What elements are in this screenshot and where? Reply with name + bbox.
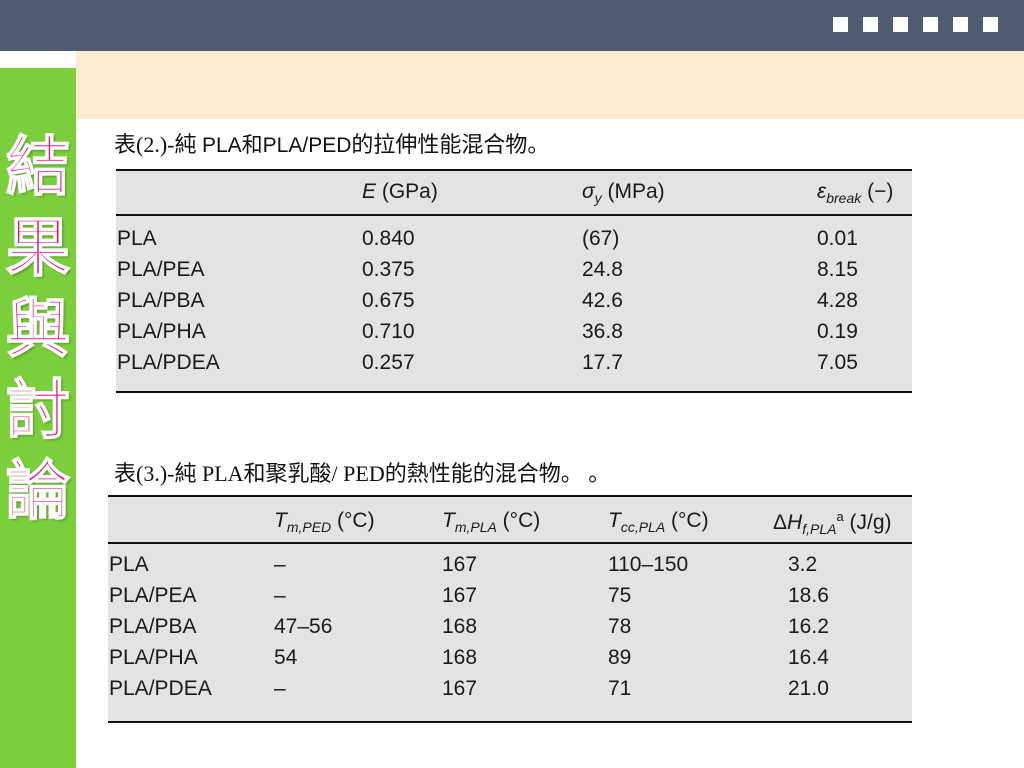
cell-tm-ped: 54 bbox=[274, 646, 297, 670]
cell-material: PLA bbox=[117, 227, 157, 251]
table-row: PLA/PHA 54 168 89 16.4 bbox=[108, 646, 912, 677]
cell-material: PLA/PEA bbox=[109, 584, 197, 608]
cell-tcc-pla: 71 bbox=[608, 677, 631, 701]
cell-tm-pla: 168 bbox=[442, 646, 477, 670]
cell-strain-break: 7.05 bbox=[817, 351, 858, 375]
table-row: PLA – 167 110–150 3.2 bbox=[108, 553, 912, 584]
cell-enthalpy: 16.2 bbox=[788, 615, 829, 639]
cell-enthalpy: 18.6 bbox=[788, 584, 829, 608]
header-tm-pla: Tm,PLA (°C) bbox=[442, 509, 540, 535]
cell-yield-stress: (67) bbox=[582, 227, 619, 251]
cell-enthalpy: 16.4 bbox=[788, 646, 829, 670]
cell-enthalpy: 21.0 bbox=[788, 677, 829, 701]
tensile-table: E (GPa) σy (MPa) εbreak (−) PLA 0.840 (67)… bbox=[116, 169, 912, 393]
caption-materials: PLA和PLA/PED bbox=[202, 134, 351, 157]
header-tcc-pla: Tcc,PLA (°C) bbox=[608, 509, 709, 535]
square-icon bbox=[863, 17, 878, 32]
cell-tm-ped: – bbox=[274, 584, 286, 608]
cell-material: PLA/PEA bbox=[117, 258, 205, 282]
cell-yield-stress: 17.7 bbox=[582, 351, 623, 375]
cell-tcc-pla: 110–150 bbox=[608, 553, 688, 577]
cell-modulus: 0.257 bbox=[362, 351, 415, 375]
table3-caption: 表(3.)-純 PLA和聚乳酸/ PED的熱性能的混合物。 。 bbox=[114, 456, 610, 488]
cell-modulus: 0.840 bbox=[362, 227, 415, 251]
header-band bbox=[76, 51, 1024, 119]
cell-material: PLA/PHA bbox=[117, 320, 206, 344]
cell-material: PLA/PDEA bbox=[109, 677, 212, 701]
title-char: 討 bbox=[0, 371, 76, 452]
table-row: PLA/PBA 47–56 168 78 16.2 bbox=[108, 615, 912, 646]
decorative-squares bbox=[833, 17, 998, 32]
cell-strain-break: 0.01 bbox=[817, 227, 858, 251]
title-char: 果 bbox=[0, 209, 76, 290]
header-tm-ped: Tm,PED (°C) bbox=[274, 509, 375, 535]
header-yield-stress: σy (MPa) bbox=[582, 180, 665, 206]
cell-enthalpy: 3.2 bbox=[788, 553, 817, 577]
cell-material: PLA/PDEA bbox=[117, 351, 220, 375]
cell-tm-ped: – bbox=[274, 553, 286, 577]
cell-material: PLA/PBA bbox=[109, 615, 197, 639]
square-icon bbox=[953, 17, 968, 32]
table2-caption: 表(2.)-純 PLA和PLA/PED的拉伸性能混合物。 bbox=[114, 127, 549, 159]
square-icon bbox=[833, 17, 848, 32]
header-modulus: E (GPa) bbox=[362, 180, 438, 204]
cell-modulus: 0.710 bbox=[362, 320, 415, 344]
square-icon bbox=[923, 17, 938, 32]
cell-tm-pla: 167 bbox=[442, 553, 477, 577]
table-header: E (GPa) σy (MPa) εbreak (−) bbox=[116, 171, 912, 216]
caption-suffix: 的拉伸性能混合物。 bbox=[351, 132, 549, 157]
cell-material: PLA/PBA bbox=[117, 289, 205, 313]
table-row: PLA/PEA 0.375 24.8 8.15 bbox=[116, 258, 912, 289]
cell-modulus: 0.375 bbox=[362, 258, 415, 282]
cell-tcc-pla: 75 bbox=[608, 584, 631, 608]
table-row: PLA/PBA 0.675 42.6 4.28 bbox=[116, 289, 912, 320]
cell-strain-break: 0.19 bbox=[817, 320, 858, 344]
top-bar bbox=[0, 0, 1024, 51]
cell-tm-pla: 168 bbox=[442, 615, 477, 639]
square-icon bbox=[893, 17, 908, 32]
square-icon bbox=[983, 17, 998, 32]
cell-material: PLA/PHA bbox=[109, 646, 198, 670]
table-row: PLA 0.840 (67) 0.01 bbox=[116, 227, 912, 258]
cell-tm-pla: 167 bbox=[442, 584, 477, 608]
cell-tcc-pla: 89 bbox=[608, 646, 631, 670]
cell-yield-stress: 24.8 bbox=[582, 258, 623, 282]
table-row: PLA/PHA 0.710 36.8 0.19 bbox=[116, 320, 912, 351]
thermal-table: Tm,PED (°C) Tm,PLA (°C) Tcc,PLA (°C) ΔHf… bbox=[108, 495, 912, 723]
table-row: PLA/PEA – 167 75 18.6 bbox=[108, 584, 912, 615]
cell-yield-stress: 42.6 bbox=[582, 289, 623, 313]
cell-strain-break: 4.28 bbox=[817, 289, 858, 313]
cell-modulus: 0.675 bbox=[362, 289, 415, 313]
cell-tm-ped: – bbox=[274, 677, 286, 701]
table-header: Tm,PED (°C) Tm,PLA (°C) Tcc,PLA (°C) ΔHf… bbox=[108, 497, 912, 544]
title-char: 與 bbox=[0, 290, 76, 371]
table-row: PLA/PDEA 0.257 17.7 7.05 bbox=[116, 351, 912, 382]
cell-yield-stress: 36.8 bbox=[582, 320, 623, 344]
cell-tm-ped: 47–56 bbox=[274, 615, 332, 639]
header-enthalpy: ΔHf,PLAa (J/g) bbox=[773, 509, 892, 537]
cell-tm-pla: 167 bbox=[442, 677, 477, 701]
title-char: 結 bbox=[0, 128, 76, 209]
cell-material: PLA bbox=[109, 553, 149, 577]
slide-title: 結 果 與 討 論 bbox=[0, 128, 76, 533]
table-row: PLA/PDEA – 167 71 21.0 bbox=[108, 677, 912, 708]
header-strain-break: εbreak (−) bbox=[817, 180, 893, 206]
title-char: 論 bbox=[0, 452, 76, 533]
cell-strain-break: 8.15 bbox=[817, 258, 858, 282]
caption-prefix: 表(2.)-純 bbox=[114, 132, 202, 157]
cell-tcc-pla: 78 bbox=[608, 615, 631, 639]
